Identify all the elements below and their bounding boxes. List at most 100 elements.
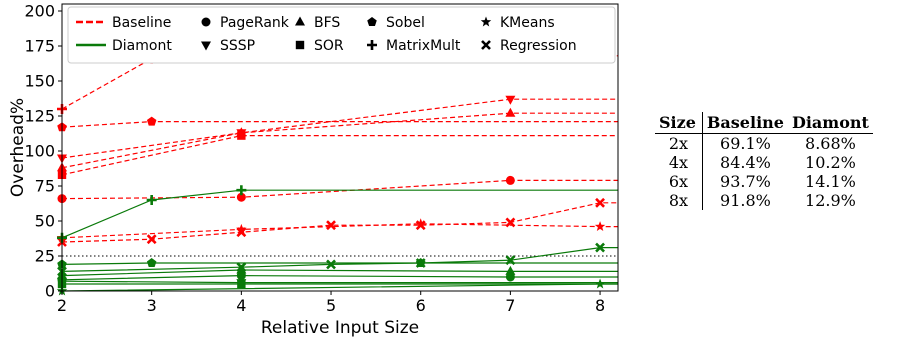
legend-marker-pagerank (201, 17, 211, 27)
overhead-summary-table: Size Baseline Diamont 2x 69.1% 8.68% 4x … (655, 112, 873, 210)
x-tick-label: 7 (505, 296, 515, 315)
table-cell-baseline: 84.4% (720, 153, 771, 172)
chart-series-layer (56, 50, 618, 296)
table-cell-diamont: 10.2% (805, 153, 856, 172)
data-point-kmeans (594, 278, 606, 289)
y-tick-label: 150 (24, 72, 55, 91)
chart-legend: Baseline Diamont PageRank SSSP BFS SOR Sobel Ma… (67, 6, 616, 64)
data-point-kmeans (594, 221, 606, 232)
series-line (61, 179, 618, 200)
table-header-size: Size (655, 112, 703, 134)
table-cell-size: 8x (655, 191, 703, 210)
series-baseline-sor (57, 131, 618, 179)
x-tick-label: 3 (147, 296, 157, 315)
legend-label-baseline: Baseline (112, 15, 171, 31)
series-line (61, 280, 618, 284)
legend-marker-matrixmult (367, 40, 377, 50)
legend-label-kmeans: KMeans (500, 15, 555, 31)
series-diamont-sobel (57, 258, 618, 269)
series-line (61, 262, 618, 265)
x-tick-label: 6 (416, 296, 426, 315)
table-cell-size: 6x (655, 172, 703, 191)
table-cell-baseline: 93.7% (720, 172, 771, 191)
series-line (61, 202, 618, 243)
series-line (61, 274, 618, 281)
data-point-sobel (146, 116, 157, 126)
table-cell-baseline: 69.1% (720, 134, 771, 153)
y-tick-label: 125 (24, 107, 55, 126)
series-diamont-matrixmult (57, 185, 618, 243)
legend-marker-sssp (201, 41, 211, 51)
y-tick-label: 75 (35, 177, 55, 196)
legend-marker-regression (481, 40, 491, 50)
legend-label-pagerank: PageRank (220, 15, 290, 31)
table-cell-diamont: 8.68% (805, 134, 856, 153)
data-point-pagerank (505, 175, 515, 185)
legend-label-sor: SOR (314, 38, 344, 54)
table-cell-size: 2x (655, 133, 703, 153)
legend-marker-sor (295, 40, 305, 50)
series-baseline-kmeans (56, 218, 618, 243)
axis-ticks: 2 3 4 5 6 7 8 0 25 50 75 100 125 150 175 200 (24, 2, 605, 316)
legend-label-matrixmult: MatrixMult (386, 38, 461, 54)
plot-area-frame (61, 3, 619, 292)
data-point-kmeans (415, 218, 426, 229)
y-tick-label: 175 (24, 37, 55, 56)
series-line (61, 135, 618, 176)
series-baseline-sssp (57, 95, 618, 164)
data-point-matrixmult (146, 195, 157, 205)
data-point-sor (237, 131, 246, 140)
data-point-pagerank (505, 272, 515, 282)
data-point-regression (595, 242, 605, 253)
legend-marker-bfs (295, 16, 305, 26)
table-cell-size: 4x (655, 153, 703, 172)
legend-label-diamont: Diamont (112, 38, 172, 54)
data-point-pagerank (236, 271, 246, 281)
y-tick-label: 0 (45, 282, 55, 301)
data-point-kmeans (236, 223, 247, 234)
table-cell-diamont: 14.1% (805, 172, 856, 191)
series-line (61, 55, 618, 110)
series-line (61, 189, 618, 239)
series-diamont-kmeans (56, 278, 618, 296)
legend-label-regression: Regression (500, 38, 577, 54)
data-point-matrixmult (236, 185, 247, 196)
legend-marker-kmeans (480, 16, 492, 27)
legend-marker-sobel (367, 17, 377, 27)
x-tick-label: 4 (236, 296, 246, 315)
series-diamont-pagerank (57, 271, 618, 285)
table-row: 8x 91.8% 12.9% (655, 191, 873, 210)
series-line (61, 112, 618, 169)
table-cell-baseline: 91.8% (720, 191, 771, 210)
x-tick-label: 2 (57, 296, 67, 315)
data-point-regression (326, 220, 336, 231)
data-point-regression (236, 227, 247, 238)
table-cell-diamont: 12.9% (805, 191, 856, 210)
series-baseline-pagerank (57, 175, 618, 204)
y-tick-label: 100 (24, 142, 55, 161)
data-point-pagerank (236, 192, 246, 202)
data-point-regression (505, 217, 516, 228)
series-line (61, 283, 618, 292)
data-point-sssp (505, 95, 516, 105)
data-point-bfs (505, 107, 516, 117)
series-baseline-bfs (57, 107, 618, 172)
table-row: 6x 93.7% 14.1% (655, 172, 873, 191)
y-axis-label: Overhead% (8, 98, 28, 197)
x-tick-label: 8 (595, 296, 605, 315)
data-point-regression (415, 220, 426, 231)
table-header-row: Size Baseline Diamont (655, 112, 873, 134)
series-baseline-sobel (57, 116, 618, 132)
data-point-regression (505, 255, 516, 266)
series-line (61, 223, 618, 239)
series-line (61, 98, 618, 159)
series-line (61, 247, 618, 272)
y-tick-label: 25 (35, 247, 55, 266)
series-diamont-sssp (57, 277, 618, 289)
data-point-regression (595, 197, 605, 208)
legend-label-bfs: BFS (314, 15, 340, 31)
data-point-regression (415, 258, 426, 268)
table-header-baseline: Baseline (702, 112, 788, 134)
x-tick-label: 5 (326, 296, 336, 315)
x-axis-label: Relative Input Size (261, 318, 419, 338)
